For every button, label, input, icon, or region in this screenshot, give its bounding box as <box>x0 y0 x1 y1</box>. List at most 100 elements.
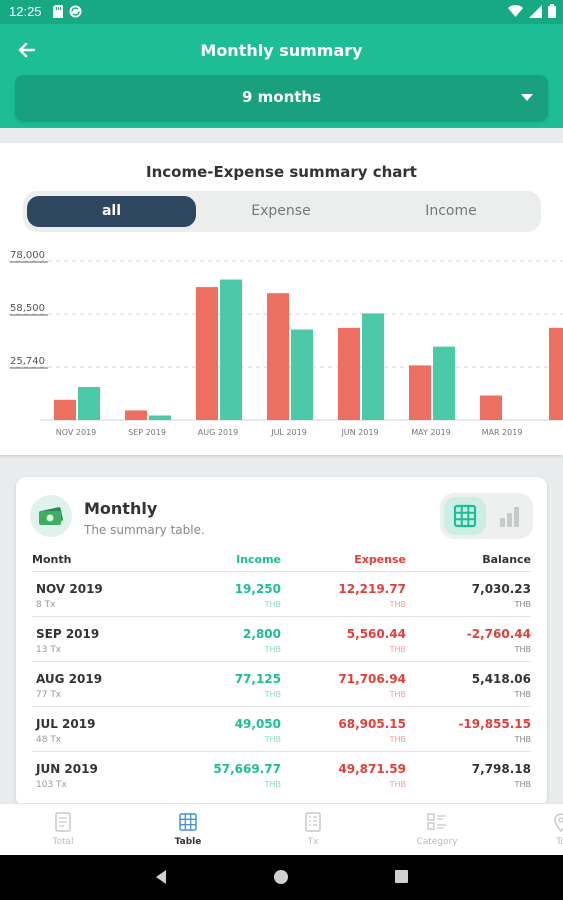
table-row[interactable]: JUL 2019 48 Tx 49,050 THB 68,905.15 THB … <box>32 706 531 751</box>
signal-icon <box>529 4 542 18</box>
nav-label: Total <box>52 837 74 847</box>
table-row[interactable]: JUN 2019 103 Tx 57,669.77 THB 49,871.59 … <box>32 751 531 796</box>
nav-total[interactable]: Total <box>8 804 118 856</box>
row-expense-currency: THB <box>389 600 406 609</box>
bar-expense <box>409 365 431 420</box>
row-expense: 5,560.44 <box>346 627 406 641</box>
row-income-currency: THB <box>264 780 281 789</box>
wifi-icon <box>508 5 523 17</box>
location-icon <box>554 813 563 832</box>
chart-card: Income-Expense summary chart all Expense… <box>0 143 563 455</box>
bar-income <box>149 415 171 420</box>
period-value: 9 months <box>241 88 322 106</box>
status-time: 12:25 <box>9 4 42 19</box>
row-income: 57,669.77 <box>213 762 281 776</box>
recents-square-icon[interactable] <box>394 869 409 884</box>
column-expense: Expense <box>354 553 406 566</box>
bar-expense <box>480 395 502 420</box>
row-balance-currency: THB <box>514 645 531 654</box>
row-income-currency: THB <box>264 690 281 699</box>
chart-filter-tabs: all Expense Income <box>23 191 541 232</box>
row-expense: 71,706.94 <box>338 672 406 686</box>
system-navigation-bar <box>0 855 563 900</box>
x-tick-label: SEP 2019 <box>128 428 166 437</box>
sd-card-icon <box>53 5 63 18</box>
summary-title: Monthly <box>84 499 158 518</box>
row-income-currency: THB <box>264 735 281 744</box>
back-arrow-icon[interactable] <box>14 37 40 63</box>
document-icon <box>55 812 71 832</box>
row-balance-currency: THB <box>514 735 531 744</box>
summary-table-body: NOV 2019 8 Tx 19,250 THB 12,219.77 THB 7… <box>32 571 531 796</box>
row-tx-count: 77 Tx <box>36 690 62 700</box>
tab-all[interactable]: all <box>27 196 196 227</box>
bar-expense <box>54 399 76 420</box>
table-view-button[interactable] <box>444 497 486 535</box>
nav-tx[interactable]: Tx <box>258 804 368 856</box>
bar-expense <box>125 410 147 420</box>
table-row[interactable]: NOV 2019 8 Tx 19,250 THB 12,219.77 THB 7… <box>32 571 531 616</box>
bar-income <box>220 279 242 420</box>
row-expense-currency: THB <box>389 690 406 699</box>
x-tick-label: NOV 2019 <box>56 428 97 437</box>
row-expense-currency: THB <box>389 735 406 744</box>
bar-income <box>362 313 384 420</box>
table-grid-icon <box>453 504 477 528</box>
money-icon <box>30 495 72 537</box>
chart-title: Income-Expense summary chart <box>146 163 417 181</box>
row-balance: 7,798.18 <box>471 762 531 776</box>
row-expense: 49,871.59 <box>338 762 406 776</box>
row-balance: 5,418.06 <box>471 672 531 686</box>
bar-expense <box>267 293 289 420</box>
summary-table-header: Month Income Expense Balance <box>32 553 531 571</box>
row-balance: 7,030.23 <box>471 582 531 596</box>
row-month: NOV 2019 <box>36 582 103 596</box>
tab-income[interactable]: Income <box>425 203 477 219</box>
column-month: Month <box>32 553 72 566</box>
row-income-currency: THB <box>264 645 281 654</box>
tab-expense[interactable]: Expense <box>251 203 311 219</box>
nav-label: Table <box>174 837 202 847</box>
home-circle-icon[interactable] <box>273 869 289 885</box>
row-income: 49,050 <box>234 717 281 731</box>
x-tick-label: JUL 2019 <box>270 428 307 437</box>
nav-to[interactable]: To <box>506 804 563 856</box>
y-tick-label: 58,500 <box>10 303 45 314</box>
x-tick-label: MAR 2019 <box>482 428 523 437</box>
row-balance: -19,855.15 <box>458 717 531 731</box>
x-tick-label: MAY 2019 <box>411 428 451 437</box>
table-row[interactable]: SEP 2019 13 Tx 2,800 THB 5,560.44 THB -2… <box>32 616 531 661</box>
page-title: Monthly summary <box>200 41 363 60</box>
row-expense: 68,905.15 <box>338 717 406 731</box>
nav-category[interactable]: Category <box>382 804 492 856</box>
summary-subtitle: The summary table. <box>84 523 205 537</box>
nav-table[interactable]: Table <box>133 804 243 856</box>
nav-label: Tx <box>307 837 319 847</box>
table-row[interactable]: AUG 2019 77 Tx 77,125 THB 71,706.94 THB … <box>32 661 531 706</box>
x-tick-label: AUG 2019 <box>198 428 238 437</box>
grid-icon <box>179 813 197 831</box>
nav-label: To <box>556 837 563 847</box>
summary-card: Monthly The summary table. Month Income … <box>16 477 547 807</box>
row-tx-count: 13 Tx <box>36 645 62 655</box>
bar-chart-icon <box>500 507 519 527</box>
row-expense: 12,219.77 <box>338 582 406 596</box>
row-expense-currency: THB <box>389 780 406 789</box>
x-tick-label: JUN 2019 <box>340 428 378 437</box>
row-tx-count: 8 Tx <box>36 600 56 610</box>
row-income: 19,250 <box>234 582 281 596</box>
back-triangle-icon[interactable] <box>154 869 168 885</box>
income-expense-bar-chart[interactable]: 78,000 58,500 25,740 NOV 2019 SEP 2019 AUG 20… <box>0 243 563 443</box>
bar-income <box>291 329 313 420</box>
y-tick-label: 78,000 <box>10 250 45 261</box>
row-expense-currency: THB <box>389 645 406 654</box>
period-dropdown[interactable]: 9 months <box>15 75 548 121</box>
app-bar: Monthly summary 9 months <box>0 24 563 128</box>
bar-income <box>78 386 100 420</box>
chart-view-button[interactable] <box>490 497 530 535</box>
status-bar: 12:25 <box>0 0 563 24</box>
row-balance: -2,760.44 <box>466 627 531 641</box>
row-income-currency: THB <box>264 600 281 609</box>
bar-expense-partial <box>549 327 563 420</box>
row-tx-count: 103 Tx <box>36 780 67 790</box>
